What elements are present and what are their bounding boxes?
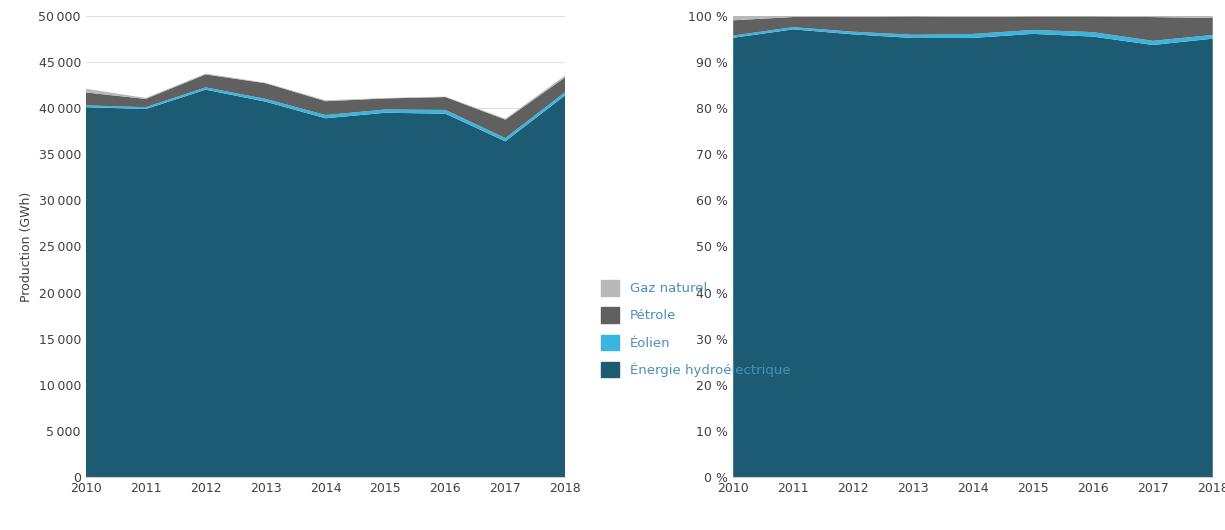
Legend: Gaz naturel, Pétrole, Éolien, Énergie hydroélectrique: Gaz naturel, Pétrole, Éolien, Énergie hy… (600, 280, 790, 377)
Y-axis label: Production (GWh): Production (GWh) (20, 191, 33, 302)
